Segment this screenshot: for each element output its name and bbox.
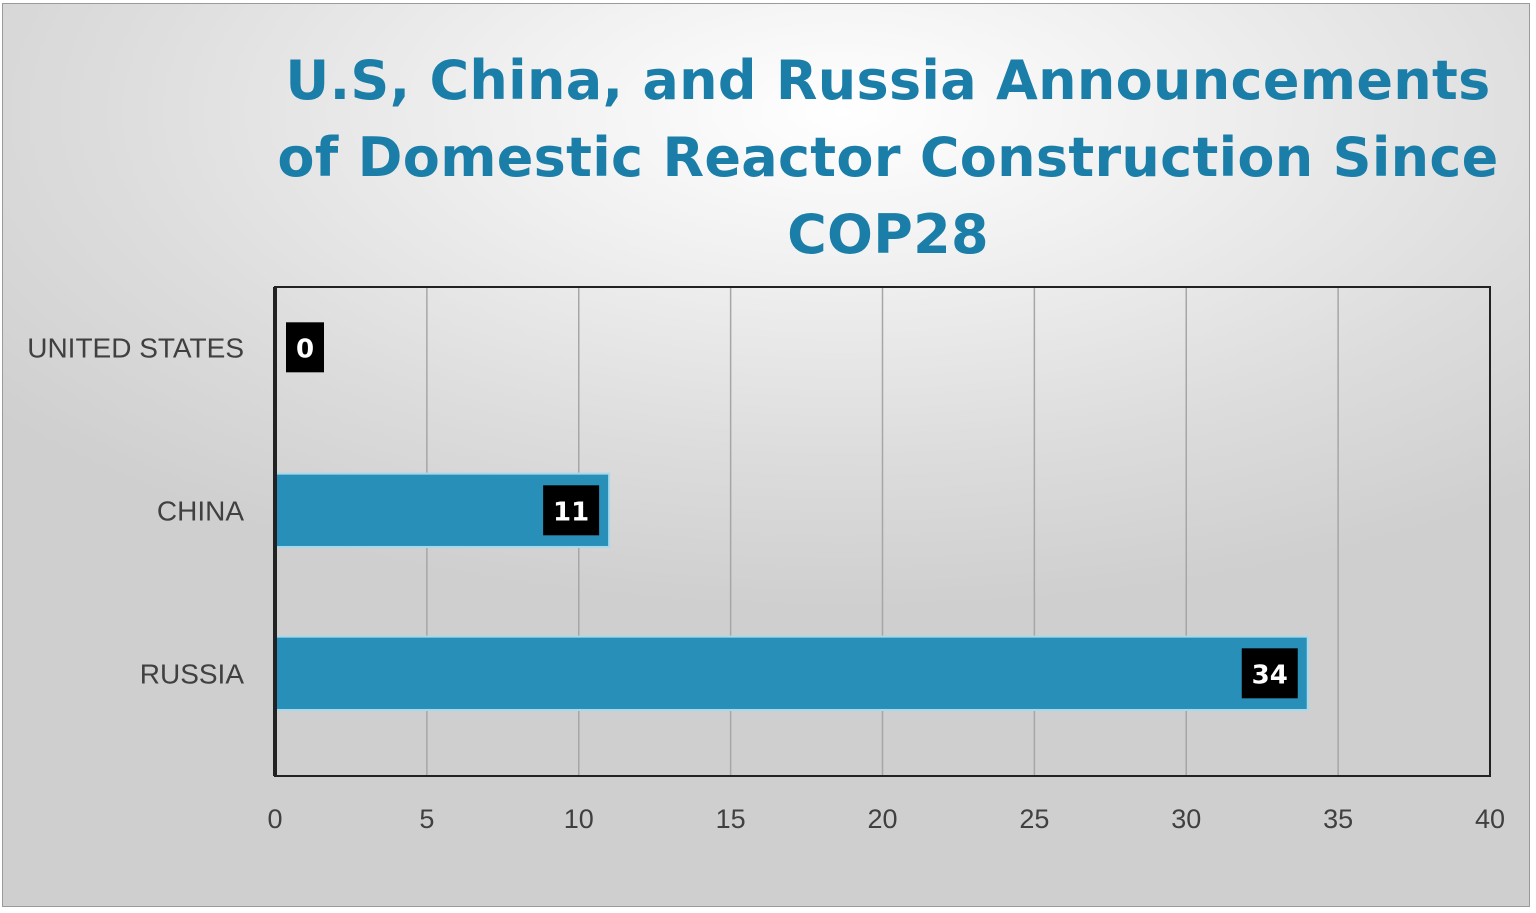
x-tick-label: 10 [564,804,594,834]
x-tick-label: 15 [716,804,746,834]
x-tick-label: 35 [1323,804,1353,834]
data-label: 11 [553,497,589,527]
chart-title: U.S, China, and Russia Announcements of … [277,49,1499,266]
category-label: CHINA [157,495,244,526]
x-tick-labels: 0 5 10 15 20 25 30 35 40 [267,804,1505,834]
data-label: 0 [296,334,314,364]
bar [274,635,1309,711]
x-tick-label: 20 [867,804,897,834]
axes [273,286,1491,777]
x-tick-label: 5 [419,804,434,834]
chart-frame: U.S, China, and Russia Announcements of … [2,3,1530,907]
data-label: 34 [1252,660,1288,690]
x-tick-label: 0 [267,804,282,834]
data-label-box [543,485,600,536]
data-labels: 0 11 34 [286,322,1298,699]
x-tick-label: 40 [1475,804,1505,834]
data-label-box [1241,648,1298,699]
category-label: UNITED STATES [27,332,244,363]
x-tick-label: 25 [1019,804,1049,834]
data-label-box [286,322,324,373]
x-tick-label: 30 [1171,804,1201,834]
category-labels: UNITED STATES CHINA RUSSIA [27,332,244,689]
category-label: RUSSIA [140,658,245,689]
bars [274,472,1309,711]
